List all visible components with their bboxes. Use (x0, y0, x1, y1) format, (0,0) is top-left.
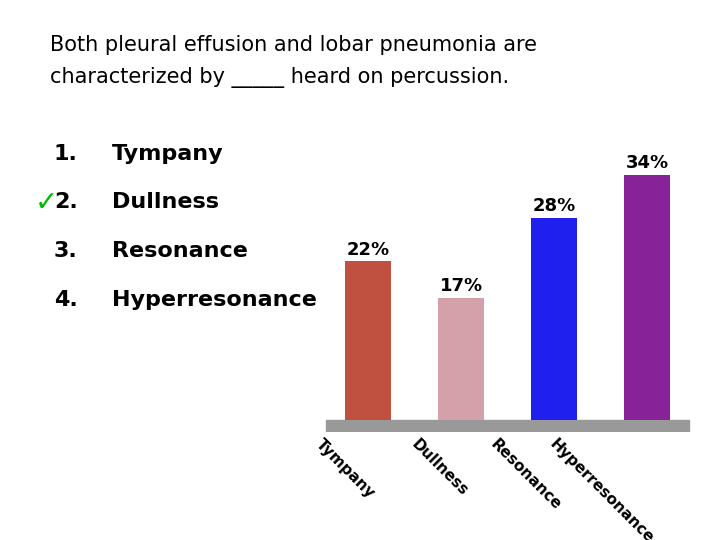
Text: Resonance: Resonance (487, 436, 564, 512)
Text: 17%: 17% (439, 276, 482, 295)
Text: 1.: 1. (54, 144, 78, 164)
Text: Tympany: Tympany (112, 144, 223, 164)
Bar (326, 421, 689, 432)
Text: Resonance: Resonance (112, 241, 248, 261)
Text: 28%: 28% (533, 197, 576, 215)
Bar (624, 175, 670, 421)
Text: Hyperresonance: Hyperresonance (546, 436, 657, 540)
Text: Both pleural effusion and lobar pneumonia are: Both pleural effusion and lobar pneumoni… (50, 35, 537, 55)
Text: 4.: 4. (54, 289, 78, 310)
Text: ✓: ✓ (35, 188, 58, 217)
Text: Hyperresonance: Hyperresonance (112, 289, 317, 310)
Text: 34%: 34% (626, 154, 669, 172)
Bar (345, 261, 391, 421)
Text: 22%: 22% (346, 240, 390, 259)
Text: 2.: 2. (54, 192, 78, 213)
Text: Dullness: Dullness (408, 436, 470, 498)
Bar (438, 298, 485, 421)
Text: 3.: 3. (54, 241, 78, 261)
Text: characterized by _____ heard on percussion.: characterized by _____ heard on percussi… (50, 68, 510, 89)
Text: Dullness: Dullness (112, 192, 219, 213)
Text: Tympany: Tympany (312, 436, 377, 501)
Bar (531, 218, 577, 421)
